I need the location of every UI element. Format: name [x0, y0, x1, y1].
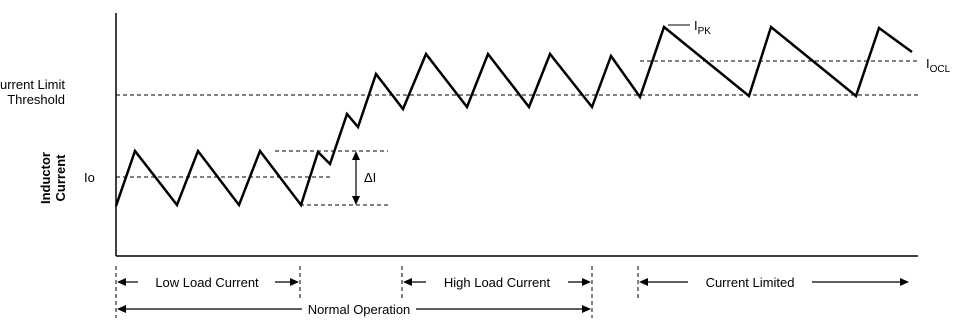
current-limit-label-line1: Current Limit	[0, 77, 65, 92]
current-limited-arrowhead-right	[900, 278, 909, 286]
normal-operation-arrowhead-left	[117, 305, 126, 313]
normal-operation-arrowhead-right	[582, 305, 591, 313]
low-load-arrowhead-left	[117, 278, 126, 286]
iocl-label: IOCL	[926, 56, 951, 75]
ipk-label-main: I	[694, 18, 698, 33]
low-load-arrowhead-right	[290, 278, 299, 286]
current-limited-arrowhead-left	[639, 278, 648, 286]
io-label: Io	[84, 170, 95, 185]
delta-i-arrowhead-down	[352, 196, 360, 205]
delta-i-label: ΔI	[364, 170, 376, 185]
low-load-label: Low Load Current	[155, 275, 259, 290]
normal-operation-label: Normal Operation	[308, 302, 411, 317]
delta-i-arrowhead-up	[352, 151, 360, 160]
y-axis-label-line2: Current	[53, 154, 68, 202]
current-limited-label: Current Limited	[706, 275, 795, 290]
high-load-arrowhead-left	[403, 278, 412, 286]
high-load-label: High Load Current	[444, 275, 551, 290]
ipk-label: IPK	[694, 18, 711, 37]
inductor-current-waveform	[114, 24, 913, 208]
ipk-label-sub: PK	[698, 26, 712, 37]
iocl-label-sub: OCL	[930, 64, 951, 75]
iocl-label-main: I	[926, 56, 930, 71]
high-load-arrowhead-right	[582, 278, 591, 286]
y-axis-label-line1: Inductor	[38, 152, 53, 204]
current-limit-label-line2: Threshold	[7, 92, 65, 107]
